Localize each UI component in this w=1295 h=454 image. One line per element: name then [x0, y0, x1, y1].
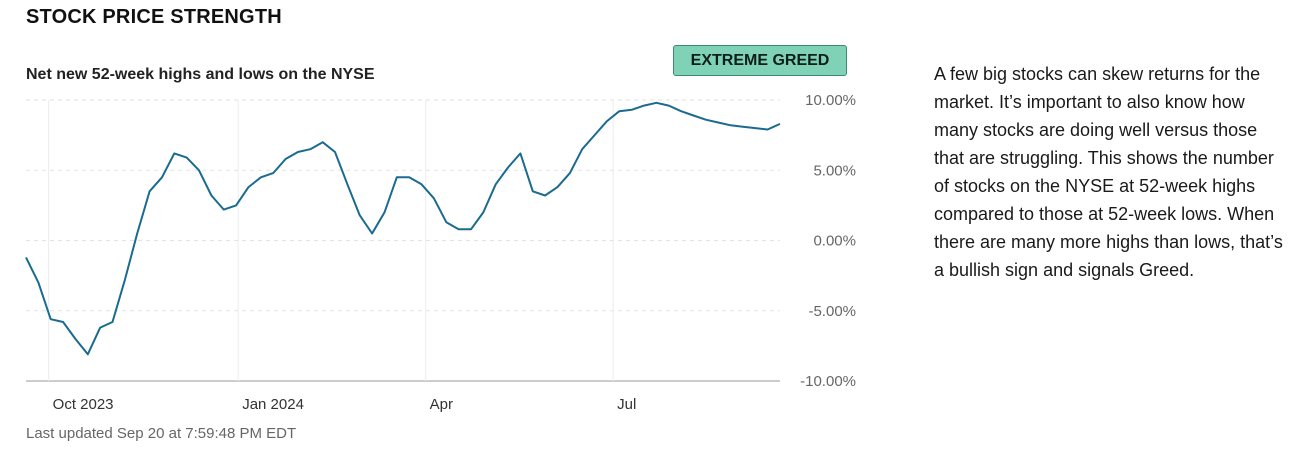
x-tick-label: Jan 2024	[242, 396, 304, 413]
x-axis-ticks: Oct 2023 Jan 2024 Apr Jul	[53, 396, 637, 413]
x-tick-label: Oct 2023	[53, 396, 114, 413]
chart-series	[25, 101, 781, 356]
y-tick-label: 5.00%	[813, 162, 856, 179]
y-tick-label: -10.00%	[800, 373, 856, 390]
series-line	[25, 101, 781, 356]
section-title: STOCK PRICE STRENGTH	[26, 6, 282, 28]
last-updated: Last updated Sep 20 at 7:59:48 PM EDT	[26, 425, 297, 442]
description-text: A few big stocks can skew returns for th…	[934, 64, 1283, 280]
x-tick-label: Apr	[430, 396, 453, 413]
chart-grid	[26, 99, 780, 382]
line-chart: 10.00% 5.00% 0.00% -5.00% -10.00% Oct 2023 Ja…	[25, 92, 856, 413]
y-tick-label: 10.00%	[805, 92, 856, 109]
x-tick-label: Jul	[617, 396, 636, 413]
y-tick-label: 0.00%	[813, 233, 856, 250]
y-tick-label: -5.00%	[808, 303, 856, 320]
chart-title: Net new 52-week highs and lows on the NY…	[26, 66, 375, 83]
y-axis-ticks: 10.00% 5.00% 0.00% -5.00% -10.00%	[800, 92, 856, 390]
sentiment-badge: EXTREME GREED	[673, 45, 847, 76]
